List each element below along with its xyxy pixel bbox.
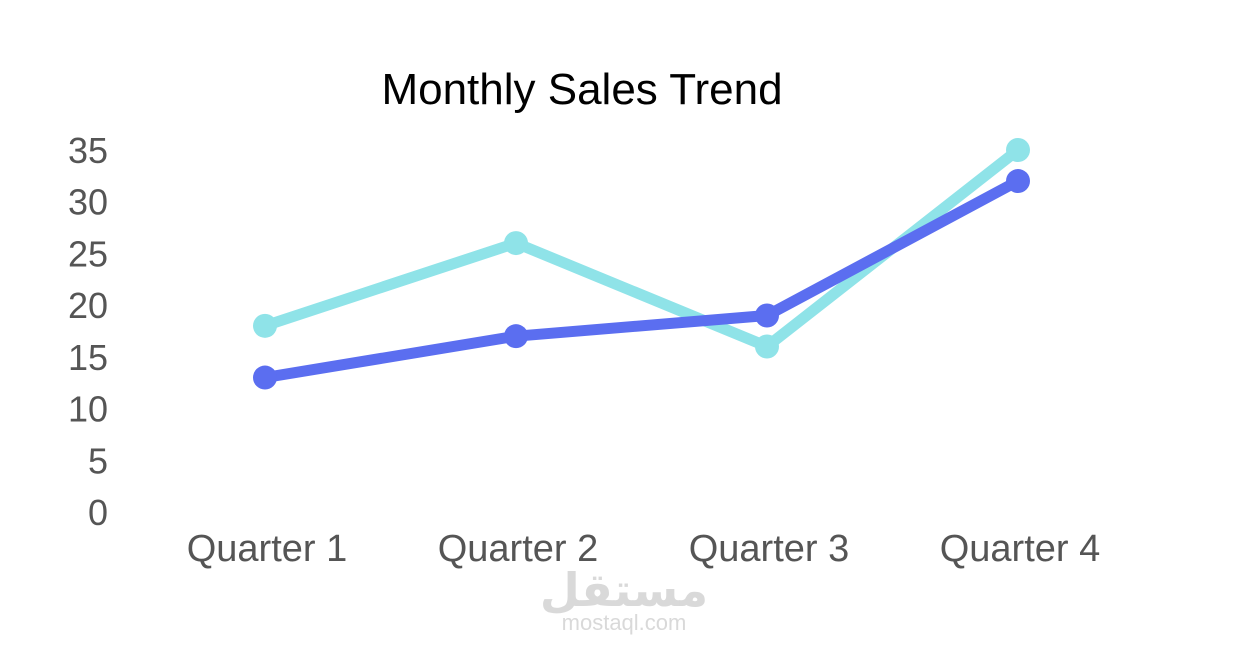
y-tick-label: 0 bbox=[88, 492, 108, 533]
y-tick-label: 5 bbox=[88, 440, 108, 481]
x-axis: Quarter 1 Quarter 2 Quarter 3 Quarter 4 bbox=[187, 528, 1101, 570]
y-axis: 0 5 10 15 20 25 30 35 bbox=[68, 130, 108, 533]
data-point bbox=[1006, 169, 1030, 194]
watermark: مستقل mostaql.com bbox=[540, 563, 708, 635]
x-tick-label: Quarter 1 bbox=[187, 528, 348, 570]
series-2 bbox=[253, 169, 1030, 390]
data-point bbox=[253, 313, 277, 338]
x-tick-label: Quarter 3 bbox=[689, 528, 850, 570]
y-tick-label: 30 bbox=[68, 182, 108, 223]
x-tick-label: Quarter 4 bbox=[940, 528, 1101, 570]
data-point bbox=[504, 324, 528, 349]
y-tick-label: 20 bbox=[68, 285, 108, 326]
y-tick-label: 15 bbox=[68, 337, 108, 378]
series-line bbox=[259, 175, 1024, 384]
data-point bbox=[755, 334, 779, 359]
y-tick-label: 35 bbox=[68, 130, 108, 171]
series-layer bbox=[253, 138, 1030, 390]
chart-title: Monthly Sales Trend bbox=[381, 65, 782, 114]
watermark-arabic: مستقل bbox=[540, 563, 708, 617]
data-point bbox=[1006, 138, 1030, 162]
data-point bbox=[504, 231, 528, 256]
data-point bbox=[755, 303, 779, 328]
watermark-latin: mostaql.com bbox=[562, 610, 687, 635]
data-point bbox=[253, 365, 277, 390]
series-line bbox=[259, 144, 1024, 353]
y-tick-label: 25 bbox=[68, 233, 108, 274]
y-tick-label: 10 bbox=[68, 389, 108, 430]
x-tick-label: Quarter 2 bbox=[438, 528, 599, 570]
